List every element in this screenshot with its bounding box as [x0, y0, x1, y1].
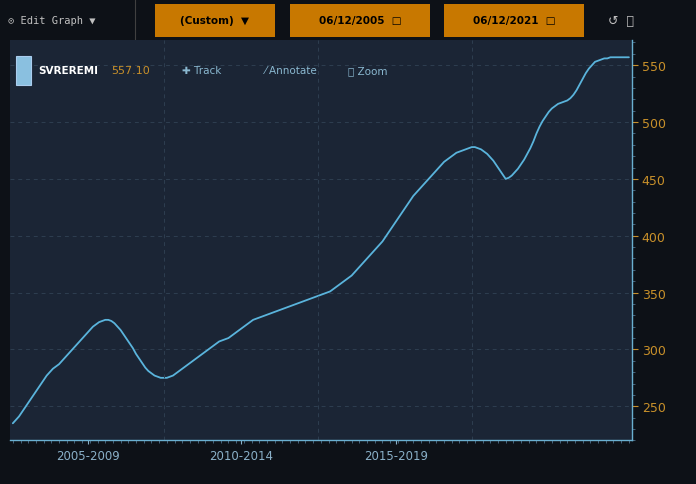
Bar — [290, 5, 430, 38]
Text: ⊙ Edit Graph ▼: ⊙ Edit Graph ▼ — [8, 16, 95, 26]
Text: ⁄ Annotate: ⁄ Annotate — [265, 66, 318, 76]
Bar — [155, 5, 275, 38]
Bar — [444, 5, 584, 38]
Text: SVREREMI: SVREREMI — [38, 66, 98, 76]
Text: 06/12/2005  □: 06/12/2005 □ — [319, 16, 402, 26]
Text: ↺  ⧉: ↺ ⧉ — [608, 15, 634, 28]
Text: 🔍 Zoom: 🔍 Zoom — [348, 66, 388, 76]
Text: (Custom)  ▼: (Custom) ▼ — [180, 16, 249, 26]
Bar — [16, 57, 31, 86]
Text: 557.10: 557.10 — [111, 66, 150, 76]
Text: 06/12/2021  □: 06/12/2021 □ — [473, 16, 555, 26]
Text: ✚ Track: ✚ Track — [182, 66, 222, 76]
Bar — [0, 0, 135, 41]
